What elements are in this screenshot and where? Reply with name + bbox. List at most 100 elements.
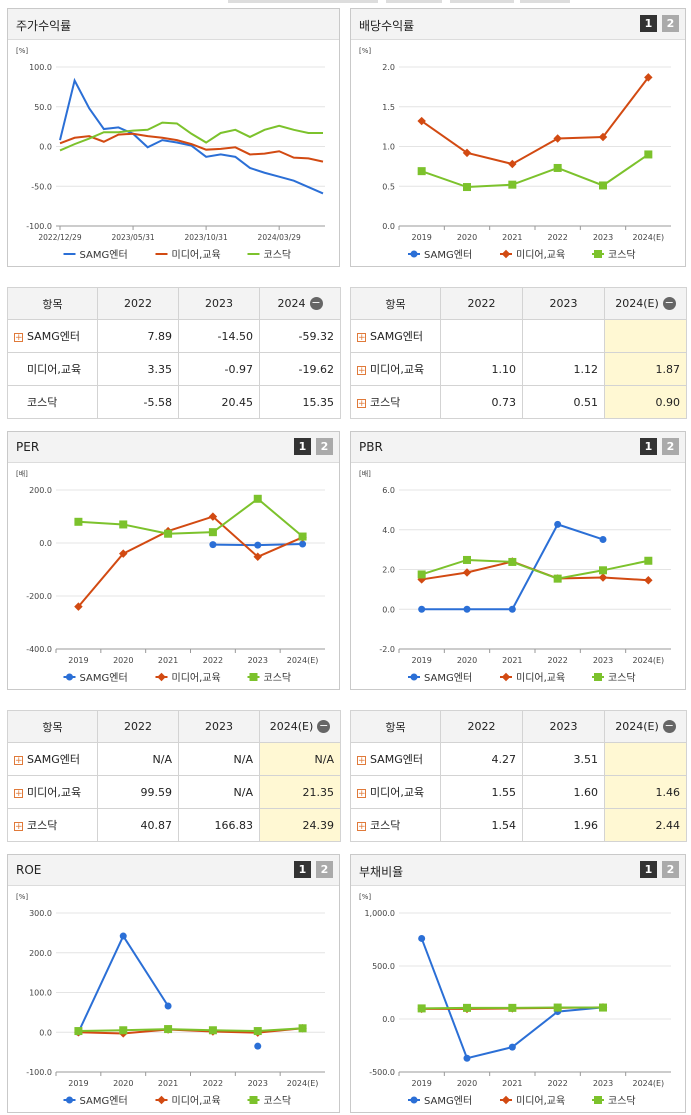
expand-icon[interactable]: + xyxy=(14,821,23,832)
row-label-cell: + 미디어,교육 xyxy=(350,352,441,386)
x-tick-label: 2024(E) xyxy=(633,1079,665,1088)
legend: SAMG엔터 미디어,교육 코스닥 xyxy=(63,249,292,261)
column-header-label: 항목 xyxy=(385,720,406,734)
series-line xyxy=(78,497,304,538)
value-cell xyxy=(604,742,687,776)
column-header: 항목 xyxy=(7,287,98,320)
expand-icon[interactable]: + xyxy=(357,788,366,799)
legend-label[interactable]: 미디어,교육 xyxy=(516,672,565,684)
expand-icon[interactable]: + xyxy=(14,788,23,799)
panel-title: 배당수익률 xyxy=(359,19,415,33)
data-point xyxy=(554,520,562,528)
column-header: 항목 xyxy=(350,287,441,320)
data-point xyxy=(463,183,471,192)
legend-label[interactable]: SAMG엔터 xyxy=(424,672,472,684)
value-cell: 2.44 xyxy=(604,808,687,842)
data-point xyxy=(553,574,562,583)
expand-icon[interactable]: + xyxy=(357,332,366,343)
data-point xyxy=(253,1027,262,1036)
legend: SAMG엔터 미디어,교육 코스닥 xyxy=(408,672,636,684)
data-point xyxy=(74,602,83,611)
view-toggle-1-button[interactable]: 1 xyxy=(640,15,657,32)
legend-label[interactable]: SAMG엔터 xyxy=(80,249,128,261)
expand-icon[interactable]: + xyxy=(357,821,366,832)
expand-icon[interactable]: + xyxy=(14,332,23,343)
value-cell: 20.45 xyxy=(178,385,260,419)
panel-header: 배당수익률 1 2 xyxy=(351,9,685,40)
expand-icon[interactable]: + xyxy=(357,365,366,376)
legend-label[interactable]: 코스닥 xyxy=(264,249,292,261)
view-toggle-2-button[interactable]: 2 xyxy=(662,438,679,455)
legend-marker xyxy=(501,1095,511,1105)
table-pbr: 항목 2022 2023 2024(E) − + SAMG엔터 4.27 3.51 + 미디어,교육… xyxy=(350,710,687,842)
expand-icon[interactable]: + xyxy=(357,755,366,766)
legend-label[interactable]: 코스닥 xyxy=(608,672,636,684)
view-toggle-2-button[interactable]: 2 xyxy=(662,861,679,878)
data-point xyxy=(417,1004,426,1013)
view-toggle-1-button[interactable]: 1 xyxy=(294,438,311,455)
expand-icon[interactable]: + xyxy=(14,755,23,766)
data-point xyxy=(418,934,426,942)
data-point xyxy=(254,541,262,549)
table-row: + 코스닥 40.87 166.83 24.39 xyxy=(7,808,341,842)
value-cell: 1.10 xyxy=(440,352,523,386)
x-tick-label: 2023 xyxy=(593,1079,613,1088)
table-header-row: 항목 2022 2023 2024− xyxy=(7,287,341,320)
legend-label[interactable]: SAMG엔터 xyxy=(80,1095,128,1107)
legend-label[interactable]: 미디어,교육 xyxy=(172,1095,221,1107)
view-toggle-2-button[interactable]: 2 xyxy=(316,861,333,878)
legend-label[interactable]: SAMG엔터 xyxy=(424,1095,472,1107)
table-header-row: 항목 2022 2023 2024(E) − xyxy=(7,710,341,743)
x-tick-label: 2023/10/31 xyxy=(184,233,227,242)
collapse-icon[interactable]: − xyxy=(309,296,323,311)
data-point xyxy=(299,540,307,548)
value-cell: -59.32 xyxy=(259,319,341,353)
row-label: 코스닥 xyxy=(370,819,401,832)
data-point xyxy=(254,1042,262,1050)
row-label-cell: + SAMG엔터 xyxy=(7,319,98,353)
view-toggle-1-button[interactable]: 1 xyxy=(640,861,657,878)
collapse-icon[interactable]: − xyxy=(662,719,676,734)
view-toggle-2-button[interactable]: 2 xyxy=(316,438,333,455)
data-point xyxy=(598,573,608,582)
data-point xyxy=(463,605,471,613)
column-header-label: 항목 xyxy=(42,297,63,311)
x-tick-label: 2022 xyxy=(203,1079,223,1088)
data-point xyxy=(599,181,607,190)
row-label-cell: + 미디어,교육 xyxy=(350,775,441,809)
legend-label[interactable]: 코스닥 xyxy=(264,1095,292,1107)
column-header: 2022 xyxy=(440,710,523,743)
legend-label[interactable]: 코스닥 xyxy=(608,1095,636,1107)
column-header: 2022 xyxy=(440,287,523,320)
collapse-icon[interactable]: − xyxy=(317,719,331,734)
view-toggle-1-button[interactable]: 1 xyxy=(640,438,657,455)
row-label: 미디어,교육 xyxy=(370,786,425,799)
data-point xyxy=(644,556,653,565)
y-tick-label: 200.0 xyxy=(29,486,52,495)
data-point xyxy=(119,932,127,940)
view-toggle-2-button[interactable]: 2 xyxy=(662,15,679,32)
legend-marker xyxy=(157,1095,166,1105)
value-cell: 0.73 xyxy=(440,385,523,419)
column-header-label: 2024(E) xyxy=(615,719,659,733)
view-toggle-1-button[interactable]: 1 xyxy=(294,861,311,878)
legend-label[interactable]: SAMG엔터 xyxy=(424,249,472,261)
value-cell: 1.55 xyxy=(440,775,523,809)
legend-label[interactable]: 코스닥 xyxy=(608,249,636,261)
legend-label[interactable]: 미디어,교육 xyxy=(172,249,221,261)
row-label-cell: + SAMG엔터 xyxy=(350,742,441,776)
collapse-icon[interactable]: − xyxy=(662,296,676,311)
table-row: + 미디어,교육 1.10 1.12 1.87 xyxy=(350,352,687,386)
x-tick-label: 2022 xyxy=(547,656,567,665)
legend-marker xyxy=(501,249,511,259)
expand-icon[interactable]: + xyxy=(357,398,366,409)
legend-label[interactable]: 코스닥 xyxy=(264,672,292,684)
legend-label[interactable]: SAMG엔터 xyxy=(80,672,128,684)
legend-label[interactable]: 미디어,교육 xyxy=(516,1095,565,1107)
chart-svg: [%] 2.0 1.5 1.0 0.5 0.0 2019 2020 2021 2022 2023 20… xyxy=(359,47,671,261)
column-header-label: 2022 xyxy=(124,297,152,310)
legend-label[interactable]: 미디어,교육 xyxy=(516,249,565,261)
panel-title: 부채비율 xyxy=(359,865,404,879)
legend-label[interactable]: 미디어,교육 xyxy=(172,672,221,684)
series-line xyxy=(77,515,303,608)
